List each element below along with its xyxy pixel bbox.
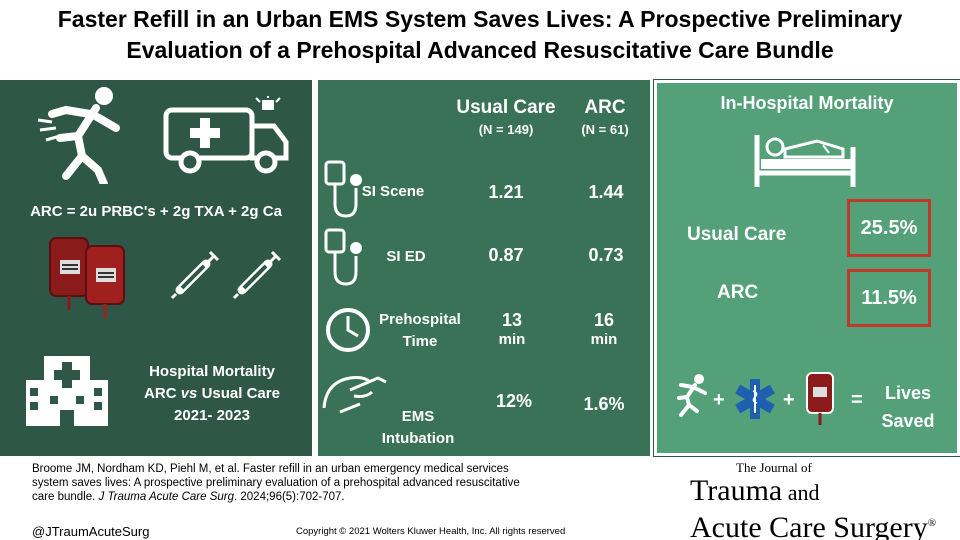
in-hospital-mortality-panel: In-Hospital Mortality Usual Care 25.5% A… — [653, 79, 960, 457]
journal-logo-small: The Journal of — [736, 460, 812, 475]
calcium-syringe-icon — [232, 250, 282, 300]
title-line-2: Evaluation of a Prehospital Advanced Res… — [126, 37, 834, 63]
title-line-1: Faster Refill in an Urban EMS System Sav… — [57, 6, 903, 32]
si-ed-arc: 0.73 — [588, 245, 624, 265]
blood-bag-icon — [46, 230, 136, 320]
hospital-mortality-line1: Hospital Mortality — [149, 363, 275, 380]
falling-person-small-icon — [669, 373, 711, 417]
plus-sign-2: + — [783, 389, 795, 411]
blood-bag-small-icon — [805, 371, 835, 427]
hospital-icon — [22, 350, 112, 430]
usual-care-label: Usual Care — [687, 224, 787, 245]
page-title: Faster Refill in an Urban EMS System Sav… — [0, 4, 960, 66]
hospital-mortality-line3: 2021- 2023 — [174, 407, 250, 424]
prehospital-time-arc: 16 min — [590, 310, 618, 348]
plus-sign-1: + — [713, 389, 725, 411]
prehospital-time-label: Prehospital Time — [379, 311, 461, 350]
hospital-mortality-line2: ARC vs Usual Care — [144, 385, 280, 402]
lives-saved-label: Lives Saved — [881, 383, 935, 431]
in-hospital-mortality-heading: In-Hospital Mortality — [720, 93, 894, 113]
intubation-icon — [320, 368, 390, 418]
arc-column-header: ARC (N = 61) — [581, 97, 629, 137]
clock-icon — [324, 306, 372, 354]
arc-label: ARC — [717, 282, 759, 303]
citation: Broome JM, Nordham KD, Piehl M, et al. F… — [32, 463, 520, 503]
journal-logo: Trauma and Acute Care Surgery® — [690, 474, 937, 540]
si-ed-usual-care: 0.87 — [488, 245, 524, 265]
ems-intubation-arc: 1.6% — [583, 394, 625, 414]
blood-pressure-cuff-icon — [324, 158, 364, 222]
arc-mortality-value: 11.5% — [847, 269, 931, 327]
txa-syringe-icon — [170, 250, 220, 300]
si-scene-label: SI Scene — [361, 183, 425, 200]
star-of-life-icon — [733, 377, 777, 421]
comparison-table-panel: Usual Care (N = 149) ARC (N = 61) SI Sce… — [318, 80, 650, 456]
prehospital-time-usual-care: 13 min — [498, 310, 526, 348]
ambulance-icon — [162, 96, 292, 176]
ems-intubation-label: EMS Intubation — [381, 408, 455, 447]
si-scene-usual-care: 1.21 — [488, 182, 524, 202]
twitter-handle[interactable]: @JTraumAcuteSurg — [32, 524, 150, 539]
falling-person-icon — [26, 84, 136, 184]
si-scene-arc: 1.44 — [588, 182, 624, 202]
patient-in-bed-icon — [753, 129, 857, 189]
blood-pressure-cuff-icon-2 — [324, 226, 364, 290]
ems-intubation-usual-care: 12% — [495, 391, 533, 411]
usual-care-column-header: Usual Care (N = 149) — [456, 97, 556, 137]
equals-sign: = — [851, 389, 863, 411]
copyright-notice: Copyright © 2021 Wolters Kluwer Health, … — [296, 526, 566, 537]
si-ed-label: SI ED — [386, 248, 426, 265]
usual-care-mortality-value: 25.5% — [847, 199, 931, 257]
hospital-mortality-label: Hospital Mortality ARC vs Usual Care 202… — [122, 361, 302, 427]
arc-definition-panel: ARC = 2u PRBC's + 2g TXA + 2g Ca — [0, 80, 312, 456]
arc-equation: ARC = 2u PRBC's + 2g TXA + 2g Ca — [30, 203, 282, 220]
